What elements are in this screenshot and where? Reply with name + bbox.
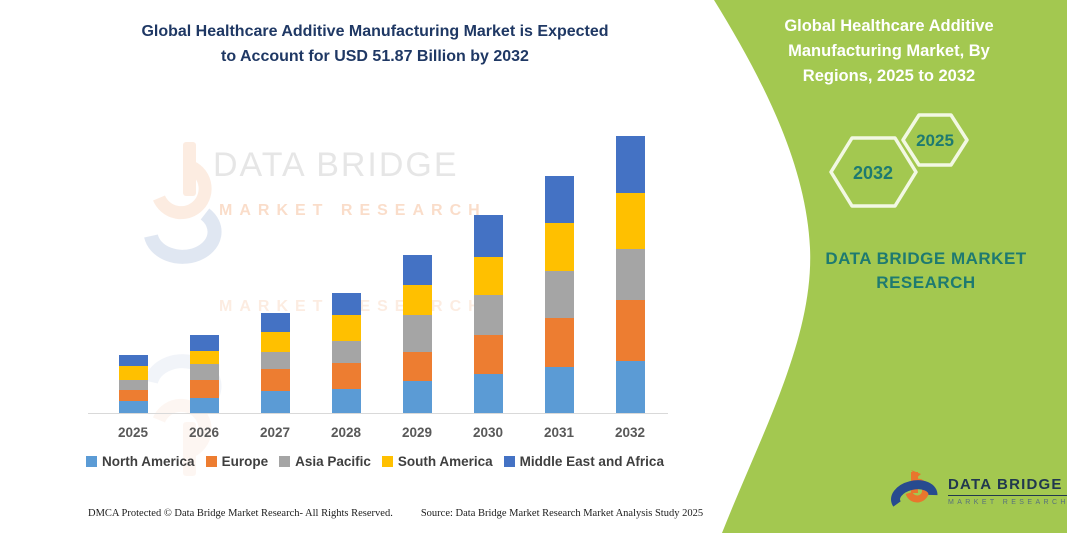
chart-title: Global Healthcare Additive Manufacturing… [60, 20, 690, 70]
bar-segment-south-america [473, 257, 503, 295]
side-panel-title: Global Healthcare Additive Manufacturing… [784, 17, 994, 85]
bar-segment-middle-east-and-africa [544, 176, 574, 224]
legend-label: Middle East and Africa [519, 454, 664, 469]
bar-segment-north-america [189, 398, 219, 413]
footer: DMCA Protected © Data Bridge Market Rese… [88, 508, 703, 519]
stacked-bar-2031 [544, 176, 574, 413]
bar-segment-middle-east-and-africa [402, 254, 432, 286]
hexagon-2025-label: 2025 [916, 131, 954, 150]
chart-title-line1: Global Healthcare Additive Manufacturing… [141, 23, 609, 40]
bar-segment-europe [402, 351, 432, 381]
bar-segment-asia-pacific [260, 351, 290, 370]
bar-segment-south-america [118, 366, 148, 380]
bar-segment-south-america [189, 350, 219, 365]
bar-segment-north-america [260, 391, 290, 413]
bar-segment-europe [615, 299, 645, 361]
legend-item-asia-pacific: Asia Pacific [279, 454, 371, 469]
hexagon-2032 [829, 136, 918, 208]
bar-segment-asia-pacific [331, 340, 361, 363]
bar-segment-asia-pacific [473, 295, 503, 336]
legend-swatch-icon [503, 456, 515, 467]
stacked-bar-2027 [260, 313, 290, 413]
bar-segment-asia-pacific [615, 248, 645, 300]
stacked-bar-2025 [118, 354, 148, 413]
bar-segment-asia-pacific [118, 379, 148, 391]
bar-segment-middle-east-and-africa [260, 313, 290, 333]
bar-segment-europe [260, 369, 290, 392]
stacked-bar-2026 [189, 335, 219, 413]
bar-segment-south-america [402, 285, 432, 315]
bar-segment-south-america [260, 332, 290, 352]
hexagon-2025 [901, 113, 969, 167]
side-panel-brand-text: DATA BRIDGE MARKET RESEARCH [825, 249, 1027, 292]
bar-segment-south-america [331, 314, 361, 341]
logo-sub-text: MARKET RESEARCH [948, 499, 1067, 506]
x-axis-label-2030: 2030 [472, 425, 504, 440]
stacked-bar-2030 [473, 215, 503, 413]
legend-swatch-icon [205, 456, 217, 467]
x-axis-label-2032: 2032 [614, 425, 646, 440]
footer-source-text: Source: Data Bridge Market Research Mark… [420, 508, 704, 519]
bar-segment-europe [118, 390, 148, 402]
bar-segment-europe [189, 380, 219, 399]
legend-label: Asia Pacific [295, 454, 371, 469]
bar-segment-middle-east-and-africa [331, 293, 361, 315]
x-axis-label-2031: 2031 [543, 425, 575, 440]
bar-segment-middle-east-and-africa [473, 215, 503, 258]
footer-dmca-text: DMCA Protected © Data Bridge Market Rese… [88, 508, 393, 519]
bar-segment-europe [331, 362, 361, 389]
plot-area: 2025 2026 2027 2028 2029 2030 2031 2032 [88, 136, 668, 440]
legend-item-middle-east-and-africa: Middle East and Africa [503, 454, 664, 469]
stacked-bar-2028 [331, 293, 361, 413]
bar-segment-north-america [118, 401, 148, 413]
legend-label: Europe [221, 454, 269, 469]
bar-segment-north-america [544, 366, 574, 413]
databridge-logo: DATA BRIDGE MARKET RESEARCH [890, 468, 1067, 514]
databridge-logo-icon [891, 470, 938, 507]
x-axis-label-2027: 2027 [259, 425, 291, 440]
stacked-bar-2032 [615, 136, 645, 413]
bar-segment-europe [544, 318, 574, 367]
legend-swatch-icon [86, 456, 98, 467]
bar-segment-asia-pacific [189, 364, 219, 381]
legend-label: South America [397, 454, 493, 469]
bar-segment-north-america [615, 360, 645, 413]
x-axis-line [88, 413, 668, 414]
bar-segment-middle-east-and-africa [118, 354, 148, 367]
bar-segment-north-america [473, 374, 503, 413]
bar-segment-south-america [544, 223, 574, 271]
chart-legend: North America Europe Asia Pacific South Ame… [55, 454, 695, 469]
x-axis-label-2029: 2029 [401, 425, 433, 440]
legend-item-europe: Europe [205, 454, 269, 469]
legend-label: North America [102, 454, 195, 469]
logo-brand-text: DATA BRIDGE [948, 476, 1067, 496]
legend-item-south-america: South America [381, 454, 493, 469]
legend-item-north-america: North America [86, 454, 195, 469]
legend-swatch-icon [279, 456, 291, 467]
x-axis-label-2026: 2026 [188, 425, 220, 440]
x-axis-label-2028: 2028 [330, 425, 362, 440]
hexagon-2032-label: 2032 [853, 163, 893, 183]
bar-segment-asia-pacific [402, 314, 432, 352]
bar-segment-south-america [615, 193, 645, 249]
chart-title-line2: to Account for USD 51.87 Billion by 2032 [221, 47, 529, 65]
bar-segment-north-america [331, 388, 361, 413]
legend-swatch-icon [381, 456, 393, 467]
bar-segment-asia-pacific [544, 270, 574, 319]
bar-segment-europe [473, 335, 503, 375]
bar-segment-middle-east-and-africa [615, 136, 645, 193]
bar-segment-middle-east-and-africa [189, 335, 219, 351]
bar-segment-north-america [402, 380, 432, 413]
x-axis-label-2025: 2025 [117, 425, 149, 440]
stacked-bar-2029 [402, 254, 432, 413]
